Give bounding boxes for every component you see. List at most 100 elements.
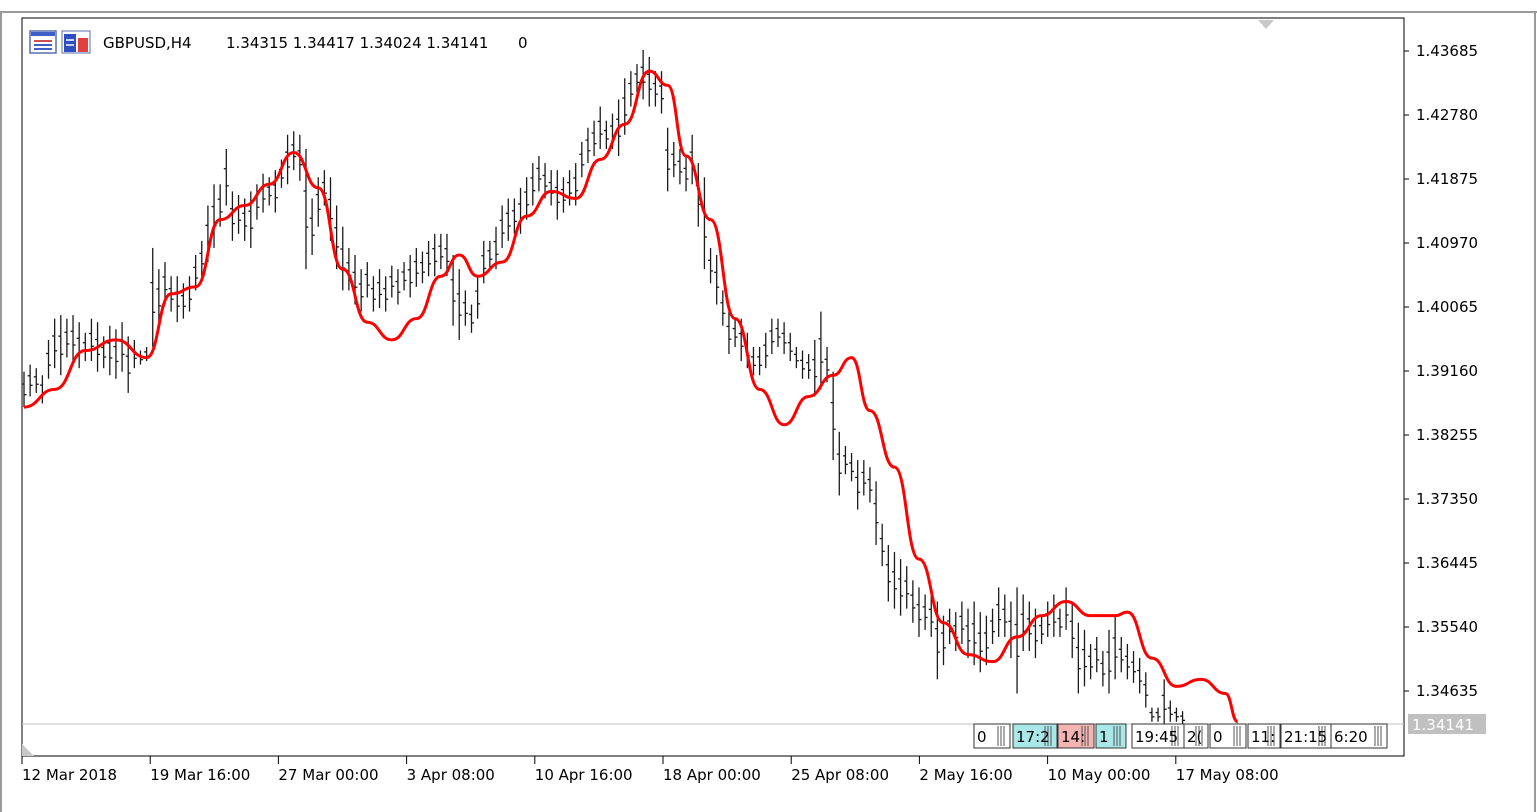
price-bar	[358, 269, 364, 312]
price-bar	[603, 120, 609, 149]
price-bar	[150, 247, 156, 347]
chart-window-icon[interactable]	[29, 30, 57, 54]
price-bar	[671, 141, 677, 178]
session-box: 0	[973, 723, 1011, 749]
price-bar	[315, 177, 321, 227]
price-bar	[842, 445, 848, 475]
volume-value: 0	[518, 34, 528, 52]
session-box: 1	[1095, 723, 1127, 749]
price-bar	[720, 290, 726, 326]
price-bar	[898, 559, 904, 616]
price-bar	[223, 148, 229, 206]
price-bar	[1039, 615, 1045, 644]
price-bar	[1167, 700, 1173, 722]
time-tick-label: 27 Mar 00:00	[278, 766, 378, 784]
session-box-label: 6:20	[1334, 728, 1368, 746]
price-bar	[996, 587, 1002, 637]
price-bar	[450, 255, 456, 326]
price-bar	[665, 127, 671, 192]
price-bar	[861, 460, 867, 496]
session-box-label: 1	[1099, 728, 1109, 746]
price-bar	[248, 191, 254, 248]
price-bar	[830, 371, 836, 461]
price-bar	[873, 481, 879, 545]
price-bar	[1057, 608, 1063, 637]
price-bar	[1180, 711, 1186, 726]
shift-marker-icon[interactable]	[1258, 20, 1274, 29]
price-bar	[806, 354, 812, 379]
price-bar	[505, 198, 511, 241]
price-bar	[597, 106, 603, 149]
price-bar	[916, 587, 922, 637]
session-box-label: 2(	[1187, 728, 1202, 746]
time-axis[interactable]: 12 Mar 2018 19 Mar 16:00 27 Mar 00:00 3 Apr…	[21, 756, 1279, 784]
session-box-label: 17:2	[1016, 728, 1050, 746]
price-bar	[1143, 672, 1149, 708]
price-bar	[499, 205, 505, 248]
price-bar	[156, 269, 162, 326]
price-bar	[364, 262, 370, 298]
price-bar	[1118, 636, 1124, 673]
session-box-label: 0	[1213, 728, 1223, 746]
price-bar	[456, 269, 462, 340]
time-tick-label: 3 Apr 08:00	[407, 766, 495, 784]
price-bar	[591, 120, 597, 157]
session-boxes: 0 17:2 14: 1 19:45 2( 0 11: 21:15 6:20	[973, 723, 1388, 749]
price-bar	[910, 580, 916, 623]
price-bar	[628, 71, 634, 107]
session-box-label: 14:	[1061, 728, 1085, 746]
price-axis[interactable]: 1.43685 1.42780 1.41875 1.40970 1.40065 1.391…	[1404, 42, 1478, 700]
plot-area-border	[21, 17, 1405, 757]
moving-average-line	[23, 69, 1239, 724]
session-box-label: 11:	[1251, 728, 1275, 746]
price-bar	[732, 318, 738, 347]
price-bar	[812, 339, 818, 397]
price-bar	[634, 64, 640, 93]
price-bar	[468, 304, 474, 333]
price-bar	[33, 368, 39, 393]
price-bar	[769, 318, 775, 355]
session-box: 6:20	[1330, 723, 1388, 749]
price-bar	[229, 191, 235, 241]
price-bar	[285, 134, 291, 185]
price-bar	[1131, 651, 1137, 683]
price-bar	[1069, 601, 1075, 659]
price-bar	[855, 460, 861, 510]
price-bar	[193, 255, 199, 291]
time-tick-label: 25 Apr 08:00	[791, 766, 889, 784]
price-tick-label: 1.41875	[1416, 170, 1478, 188]
price-bar	[1112, 615, 1118, 680]
price-bar	[683, 156, 689, 192]
time-tick-label: 10 Apr 16:00	[535, 766, 633, 784]
price-bar	[879, 523, 885, 567]
session-box-label: 19:45	[1135, 728, 1178, 746]
price-bar	[983, 615, 989, 666]
price-bar	[1149, 707, 1155, 722]
price-bar	[291, 131, 297, 171]
price-bar	[395, 269, 401, 305]
chart-data-icon[interactable]	[61, 30, 91, 54]
session-box-label: 21:15	[1284, 728, 1327, 746]
price-bar	[432, 233, 438, 277]
current-price-label: 1.34141	[1412, 716, 1474, 734]
ohlc-values: 1.34315 1.34417 1.34024 1.34141	[226, 34, 488, 52]
price-tick-label: 1.38255	[1416, 426, 1478, 444]
price-bar	[775, 318, 781, 347]
time-tick-label: 10 May 00:00	[1048, 766, 1151, 784]
price-bar	[781, 322, 787, 355]
price-bar	[199, 240, 205, 277]
price-bar	[677, 148, 683, 185]
time-tick-label: 2 May 16:00	[919, 766, 1012, 784]
price-bar	[977, 612, 983, 673]
price-bar	[708, 247, 714, 284]
price-bar	[377, 269, 383, 309]
price-bar	[1088, 643, 1094, 680]
session-box: 11:	[1247, 723, 1281, 749]
session-box-label: 0	[977, 728, 987, 746]
price-bar	[1014, 587, 1020, 694]
price-bar	[567, 170, 573, 206]
session-box: 21:15	[1280, 723, 1332, 749]
